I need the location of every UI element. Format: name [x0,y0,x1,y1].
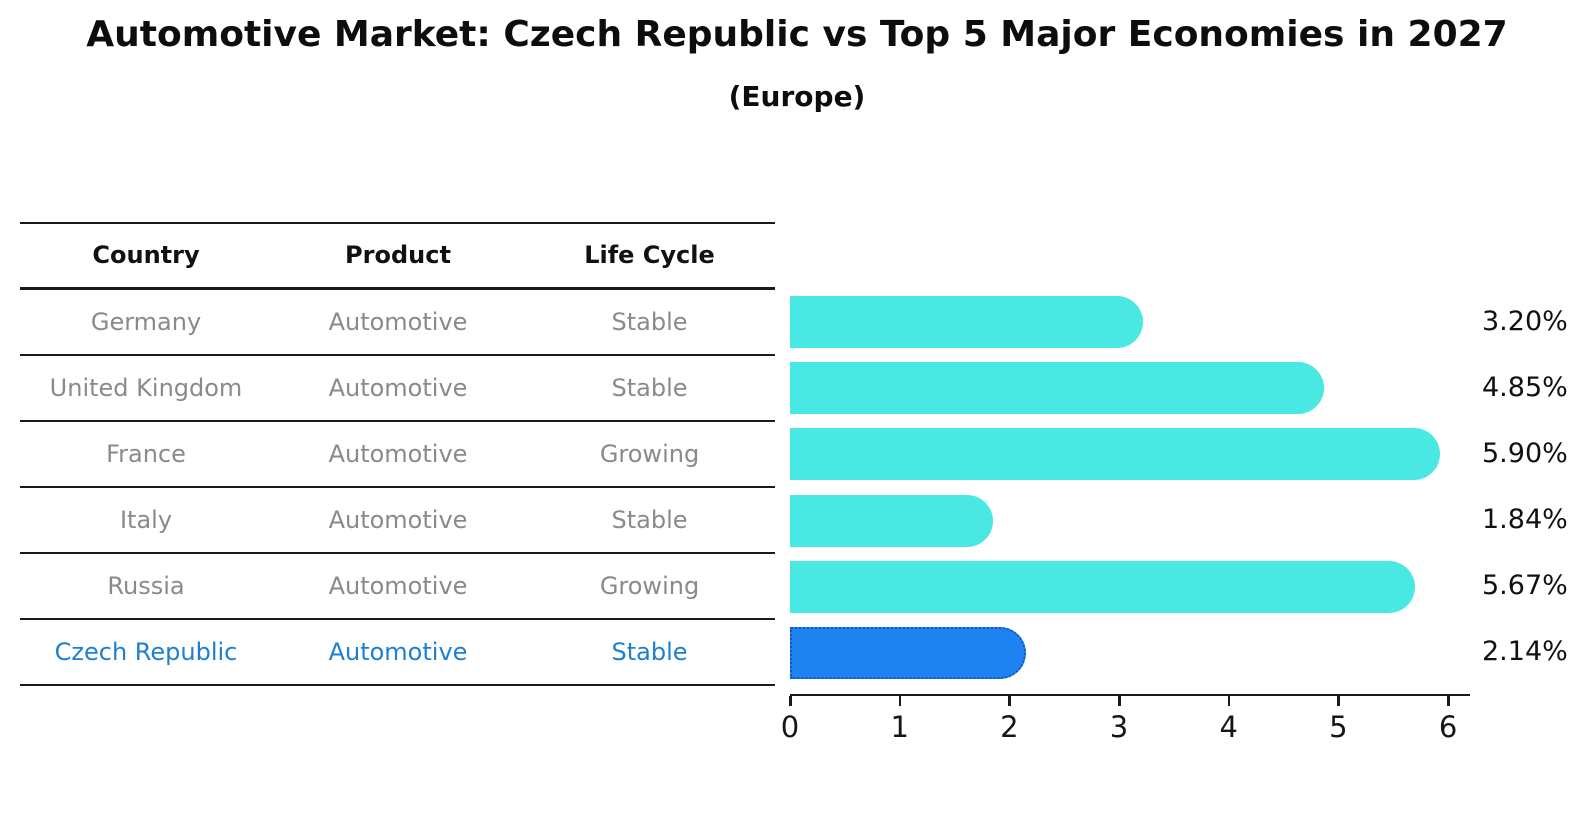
life-cycle-cell: Stable [611,308,688,336]
bar-value-label: 4.85% [1482,372,1568,403]
column-header-product: Product [345,241,451,269]
x-axis-tick [1008,696,1011,706]
life-cycle-cell: Stable [611,638,688,666]
x-axis-tick-label: 0 [780,710,800,744]
country-cell: Germany [90,308,202,336]
bar-value-label: 1.84% [1482,504,1568,535]
x-axis-tick [1337,696,1340,706]
x-axis-tick [789,696,792,706]
table-row: United Kingdom Automotive Stable [20,356,775,422]
bar-value-label: 5.67% [1482,570,1568,601]
product-cell: Automotive [328,572,468,600]
life-cycle-cell: Stable [611,374,688,402]
x-axis-tick [898,696,902,706]
x-axis: 0 1 2 3 4 5 6 [781,694,1470,756]
x-axis-tick [1447,696,1450,706]
x-axis-tick-label: 3 [1109,710,1129,744]
table-header-row: Country Product Life Cycle [20,224,775,290]
bar-czech-republic [790,627,1026,679]
country-cell: Russia [107,572,185,600]
table-row: Russia Automotive Growing [20,554,775,620]
country-cell: Czech Republic [54,638,238,666]
bar-value-label: 5.90% [1482,438,1568,469]
table-row: France Automotive Growing [20,422,775,488]
chart-title: Automotive Market: Czech Republic vs Top… [86,14,1508,55]
product-cell: Automotive [328,308,468,336]
column-header-life-cycle: Life Cycle [584,241,715,269]
bar-value-label: 3.20% [1482,306,1568,337]
bar-france [790,428,1440,480]
chart-subtitle: (Europe) [728,80,866,113]
x-axis-tick [1118,696,1121,706]
bar-italy [790,495,993,547]
life-cycle-cell: Stable [611,506,688,534]
bar-value-label: 2.14% [1482,636,1568,667]
x-axis-tick-label: 2 [1000,710,1019,744]
x-axis-tick-label: 5 [1329,710,1348,744]
data-table: Country Product Life Cycle Germany Autom… [20,222,775,686]
bar-united-kingdom [790,362,1325,414]
bar-russia [790,561,1415,613]
table-row: Germany Automotive Stable [20,290,775,356]
product-cell: Automotive [328,506,468,534]
table-row-highlighted: Czech Republic Automotive Stable [20,620,775,686]
country-cell: Italy [119,506,173,534]
x-axis-tick-label: 6 [1438,710,1458,744]
x-axis-tick-label: 1 [890,710,909,744]
country-cell: United Kingdom [49,374,243,402]
product-cell: Automotive [328,638,468,666]
column-header-country: Country [92,241,200,269]
country-cell: France [106,440,186,468]
product-cell: Automotive [328,440,468,468]
life-cycle-cell: Growing [599,572,700,600]
life-cycle-cell: Growing [599,440,700,468]
x-axis-tick [1227,696,1231,706]
product-cell: Automotive [328,374,468,402]
bar-plot-area [790,290,1473,694]
x-axis-tick-label: 4 [1219,710,1238,744]
bar-germany [790,296,1143,348]
table-row: Italy Automotive Stable [20,488,775,554]
